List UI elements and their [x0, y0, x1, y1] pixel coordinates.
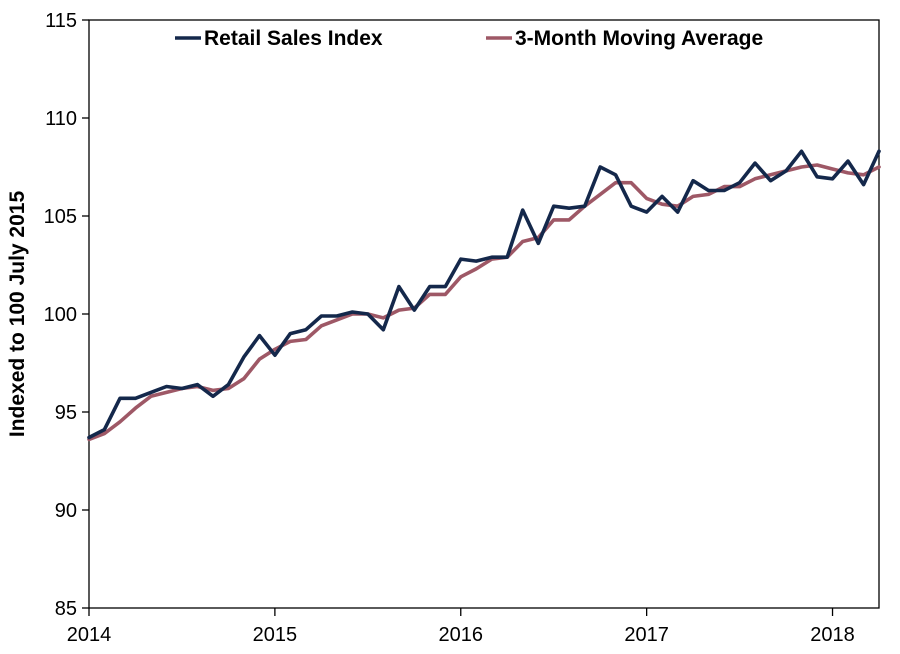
- y-tick-label: 110: [45, 108, 77, 130]
- series-line-3-month-moving-average: [87, 163, 881, 442]
- series-lines: [87, 149, 881, 442]
- legend-item: Retail Sales Index: [175, 27, 383, 50]
- legend-item: 3-Month Moving Average: [486, 27, 763, 50]
- legend-label: Retail Sales Index: [204, 27, 383, 50]
- y-tick-label: 105: [44, 206, 77, 228]
- y-tick-label: 90: [55, 500, 77, 522]
- x-tick-label: 2016: [439, 624, 484, 646]
- y-axis-title: Indexed to 100 July 2015: [6, 191, 29, 438]
- plot-frame: [88, 19, 880, 609]
- y-tick-label: 95: [55, 402, 77, 424]
- x-tick-label: 2017: [624, 624, 669, 646]
- plot-area-border: [88, 19, 880, 609]
- y-tick-label: 115: [45, 10, 77, 32]
- legend: Retail Sales Index 3-Month Moving Average: [175, 27, 763, 50]
- x-tick-label: 2015: [253, 624, 298, 646]
- y-tick-label: 85: [55, 598, 77, 620]
- x-tick-label: 2014: [67, 624, 112, 646]
- legend-label: 3-Month Moving Average: [515, 27, 763, 50]
- x-axis: 2014 2015 2016 2017 2018: [67, 608, 855, 646]
- x-tick-label: 2018: [810, 624, 855, 646]
- y-tick-label: 100: [44, 304, 77, 326]
- series-line-retail-sales-index: [87, 149, 881, 440]
- y-axis: 85 90 95 100 105 110 115: [44, 10, 89, 620]
